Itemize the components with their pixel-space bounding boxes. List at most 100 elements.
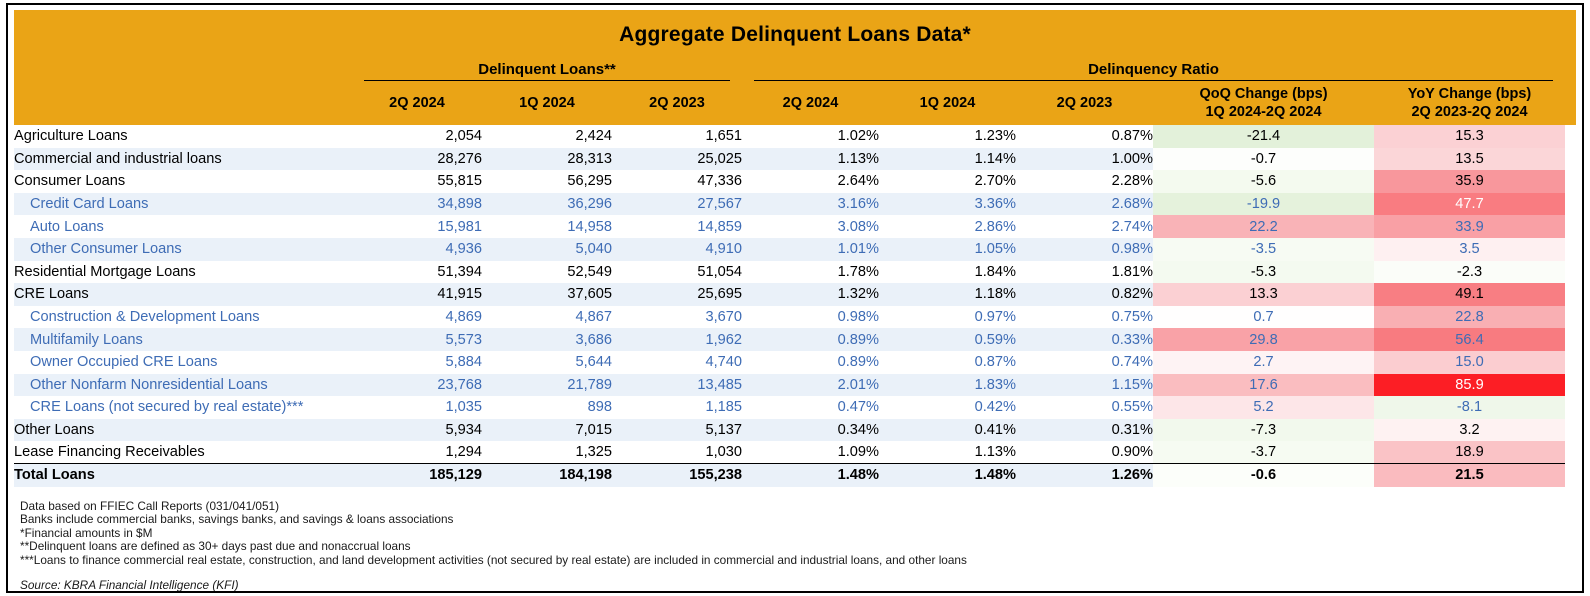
table-row: CRE Loans 41,915 37,605 25,695 1.32% 1.18% 0.8… [14, 283, 1576, 306]
cell-qoq-change: -5.6 [1153, 170, 1374, 193]
cell-yoy-change: 13.5 [1374, 147, 1565, 171]
cell-delinquent-loans: 5,934 [352, 418, 482, 442]
cell-qoq-change: 22.2 [1153, 215, 1374, 238]
cell-delinquency-ratio: 0.90% [1111, 444, 1153, 461]
cell-yoy-change: 33.9 [1374, 215, 1565, 238]
row-label: Credit Card Loans [14, 192, 352, 216]
cell-delinquent-loans: 1,325 [575, 444, 612, 461]
cell-delinquency-ratio: 3.36% [879, 192, 1016, 216]
cell-delinquency-ratio: 0.87% [974, 354, 1016, 371]
cell-delinquency-ratio: 0.89% [742, 328, 879, 351]
cell-delinquency-ratio: 1.48% [879, 463, 1016, 487]
cell-delinquent-loans: 2,424 [575, 128, 612, 145]
cell-delinquency-ratio: 1.23% [974, 128, 1016, 145]
cell-delinquency-ratio: 2.70% [974, 173, 1016, 190]
row-label: Consumer Loans [14, 173, 126, 190]
cell-delinquent-loans: 28,276 [352, 147, 482, 171]
row-label: Owner Occupied CRE Loans [30, 354, 218, 371]
cell-filler [1565, 328, 1576, 351]
column-header-filler [1565, 81, 1577, 125]
cell-delinquent-loans: 51,054 [697, 263, 742, 280]
qoq-change-line1: QoQ Change (bps) [1199, 85, 1328, 102]
row-label: Agriculture Loans [14, 128, 128, 145]
cell-delinquent-loans: 41,915 [352, 283, 482, 306]
table-row: Other Nonfarm Nonresidential Loans 23,768… [14, 373, 1576, 397]
cell-delinquency-ratio: 0.87% [1111, 128, 1153, 145]
cell-qoq-change: -7.3 [1153, 418, 1374, 442]
delinquent-loans-table: Aggregate Delinquent Loans Data* Delinqu… [14, 10, 1577, 487]
cell-delinquent-loans: 14,859 [697, 218, 742, 235]
cell-yoy-change: 3.5 [1374, 237, 1565, 261]
column-header-ratio-1q2024: 1Q 2024 [879, 81, 1016, 125]
cell-yoy-change: 21.5 [1374, 463, 1565, 487]
cell-yoy-change: -8.1 [1374, 396, 1565, 419]
cell-yoy-change: 35.9 [1374, 170, 1565, 193]
group-header-filler [1565, 60, 1577, 81]
cell-delinquent-loans: 898 [587, 399, 612, 416]
cell-delinquency-ratio: 0.47% [837, 399, 879, 416]
cell-delinquency-ratio: 1.15% [1016, 373, 1153, 397]
cell-delinquency-ratio: 2.86% [974, 218, 1016, 235]
cell-delinquency-ratio: 0.41% [879, 418, 1016, 442]
cell-delinquent-loans: 27,567 [612, 192, 742, 216]
cell-delinquent-loans: 3,670 [705, 309, 742, 326]
cell-delinquent-loans: 51,394 [437, 263, 482, 280]
row-label: Residential Mortgage Loans [14, 263, 196, 280]
cell-delinquent-loans: 4,869 [445, 309, 482, 326]
cell-delinquent-loans: 4,910 [612, 237, 742, 261]
row-label: Other Nonfarm Nonresidential Loans [14, 373, 352, 397]
cell-yoy-change: 85.9 [1374, 373, 1565, 397]
column-header-qoq-change: QoQ Change (bps) 1Q 2024-2Q 2024 [1153, 81, 1374, 125]
group-label-delinquent-loans: Delinquent Loans** [364, 61, 730, 81]
column-header-loans-2q2024: 2Q 2024 [352, 81, 482, 125]
cell-delinquent-loans: 4,867 [575, 309, 612, 326]
cell-filler [1565, 261, 1576, 284]
cell-delinquent-loans: 5,573 [352, 328, 482, 351]
cell-filler [1565, 125, 1576, 148]
cell-delinquency-ratio: 1.05% [879, 237, 1016, 261]
cell-delinquency-ratio: 0.59% [879, 328, 1016, 351]
group-header-delinquent-loans: Delinquent Loans** [352, 60, 742, 81]
footnote-line: *Financial amounts in $M [20, 525, 153, 540]
table-row: Other Loans 5,934 7,015 5,137 0.34% 0.41% 0.31… [14, 418, 1576, 442]
cell-delinquency-ratio: 1.14% [879, 147, 1016, 171]
cell-qoq-change: -19.9 [1153, 192, 1374, 216]
cell-delinquent-loans: 5,040 [482, 237, 612, 261]
cell-delinquent-loans: 2,054 [445, 128, 482, 145]
table-row: Construction & Development Loans 4,869 4,8… [14, 305, 1576, 329]
cell-delinquency-ratio: 1.13% [742, 147, 879, 171]
cell-delinquency-ratio: 1.18% [879, 283, 1016, 306]
group-header-row: Delinquent Loans** Delinquency Ratio [14, 60, 1577, 81]
cell-filler [1565, 238, 1576, 261]
group-header-spacer [14, 60, 352, 81]
cell-delinquency-ratio: 1.02% [837, 128, 879, 145]
cell-delinquent-loans: 56,295 [567, 173, 612, 190]
cell-yoy-change: 22.8 [1374, 305, 1565, 329]
group-header-delinquency-ratio: Delinquency Ratio [742, 60, 1565, 81]
cell-qoq-change: 29.8 [1153, 328, 1374, 351]
table-row: Auto Loans 15,981 14,958 14,859 3.08% 2.86% 2.… [14, 215, 1576, 238]
column-header-loans-2q2023: 2Q 2023 [612, 81, 742, 125]
table-row: Commercial and industrial loans 28,276 28,… [14, 147, 1576, 171]
table-row: Other Consumer Loans 4,936 5,040 4,910 1.01%… [14, 237, 1576, 261]
table-row: Lease Financing Receivables 1,294 1,325 1,0… [14, 441, 1576, 464]
cell-delinquency-ratio: 1.78% [837, 263, 879, 280]
cell-delinquent-loans: 1,035 [445, 399, 482, 416]
cell-delinquency-ratio: 0.75% [1111, 309, 1153, 326]
cell-filler [1565, 283, 1576, 306]
cell-delinquent-loans: 13,485 [612, 373, 742, 397]
cell-yoy-change: 49.1 [1374, 283, 1565, 306]
group-label-delinquency-ratio: Delinquency Ratio [754, 61, 1553, 81]
cell-delinquent-loans: 21,789 [482, 373, 612, 397]
cell-delinquent-loans: 36,296 [482, 192, 612, 216]
cell-delinquency-ratio: 1.13% [974, 444, 1016, 461]
cell-delinquency-ratio: 0.82% [1016, 283, 1153, 306]
cell-delinquent-loans: 185,129 [352, 463, 482, 487]
cell-delinquency-ratio: 0.89% [837, 354, 879, 371]
cell-delinquency-ratio: 1.32% [742, 283, 879, 306]
cell-delinquent-loans: 55,815 [437, 173, 482, 190]
cell-filler [1565, 306, 1576, 329]
row-label: CRE Loans [14, 283, 352, 306]
cell-delinquency-ratio: 0.42% [974, 399, 1016, 416]
